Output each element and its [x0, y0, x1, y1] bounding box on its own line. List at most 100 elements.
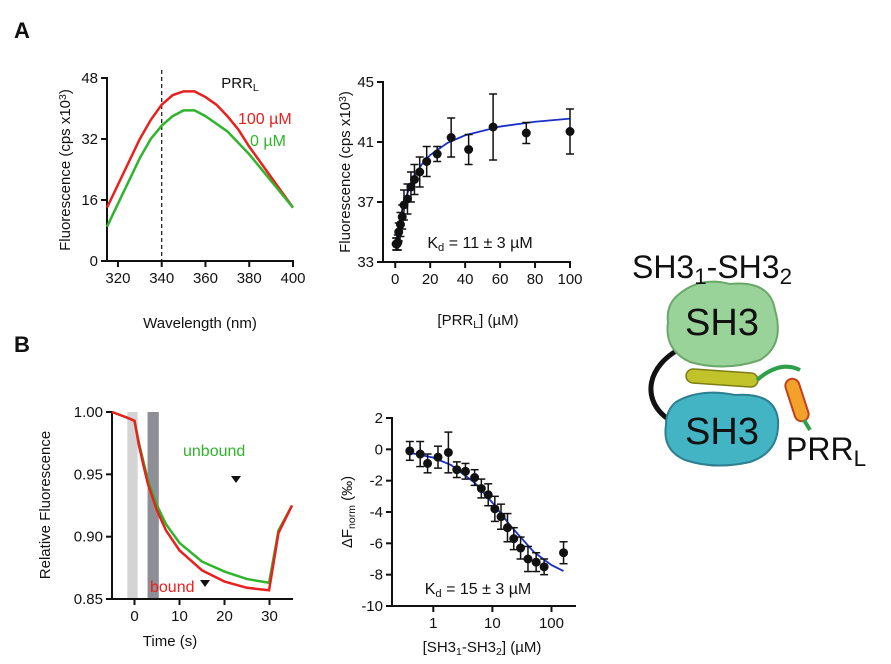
series-label: bound	[150, 579, 195, 596]
y-axis-label: Fluorescence (cps x103)	[337, 91, 354, 253]
arrowhead	[231, 476, 241, 483]
data-point	[446, 133, 456, 142]
x-tick-label: 80	[527, 271, 544, 288]
data-point	[539, 562, 549, 572]
text-part: norm	[346, 505, 358, 529]
x-tick-label: 20	[422, 271, 439, 288]
data-point	[415, 167, 425, 177]
annotation: Kd = 11 ± 3 µM	[427, 235, 532, 254]
text-part: d	[438, 242, 444, 254]
data-point	[531, 557, 541, 567]
stimulus-band	[147, 412, 159, 599]
data-point	[422, 157, 432, 166]
y-tick-label: 0.95	[74, 466, 103, 483]
text-part: Fluorescence (cps x10	[337, 102, 354, 253]
x-axis-label: [SH31-SH32] (µM)	[423, 639, 542, 658]
y-tick-label: 41	[357, 134, 374, 151]
text-part: L	[854, 446, 866, 471]
text-part: )	[337, 91, 354, 96]
text-part: 2	[496, 646, 502, 658]
stimulus-band	[127, 412, 138, 599]
data-point	[443, 447, 453, 457]
series-line	[105, 109, 294, 228]
data-point	[490, 504, 500, 514]
x-tick-label: 60	[492, 271, 509, 288]
x-tick-label: 0	[391, 271, 399, 288]
x-tick-label: 40	[457, 271, 474, 288]
x-tick-label: 320	[105, 270, 130, 287]
data-point	[432, 149, 442, 159]
y-tick-label: -4	[370, 504, 383, 521]
y-tick-label: 0.90	[74, 529, 103, 546]
text-part: (‰)	[339, 476, 356, 505]
ligand-label: PRRL	[786, 431, 866, 471]
data-point	[393, 238, 403, 247]
x-tick-label: 1	[429, 615, 437, 632]
text-part: d	[435, 588, 441, 600]
x-tick-label: 360	[193, 270, 218, 287]
y-tick-label: 33	[357, 254, 374, 271]
fit-line	[394, 117, 571, 248]
data-point	[470, 473, 480, 483]
text-part: )	[57, 89, 74, 94]
y-tick-label: 45	[357, 74, 374, 91]
data-point	[409, 175, 419, 184]
x-tick-label: 20	[216, 608, 233, 625]
y-tick-label: -6	[370, 535, 383, 552]
y-tick-label: -2	[370, 473, 383, 490]
y-tick-label: 48	[81, 70, 98, 87]
x-tick-label: 100	[539, 615, 564, 632]
text-part: K	[427, 235, 438, 252]
x-tick-label: 30	[261, 608, 278, 625]
y-tick-label: 32	[81, 131, 98, 148]
text-part: 3	[337, 96, 349, 102]
text-part: ] (µM)	[479, 312, 518, 329]
text-part: PRR	[221, 75, 253, 92]
data-point	[488, 122, 498, 132]
data-point	[433, 452, 443, 462]
panel-letter: A	[14, 18, 30, 43]
diagram-title: SH31-SH32	[632, 249, 792, 289]
annotation: Kd = 15 ± 3 µM	[425, 581, 532, 600]
text-part: 1	[456, 646, 462, 658]
sh3-domain	[666, 280, 779, 368]
text-part: 3	[57, 94, 69, 100]
data-point	[452, 465, 462, 475]
y-tick-label: 0	[90, 253, 98, 270]
domain-label: SH3	[685, 302, 759, 344]
x-axis-label: Time (s)	[143, 633, 197, 650]
data-point	[496, 512, 506, 522]
data-point	[502, 523, 512, 533]
x-tick-label: 400	[280, 270, 305, 287]
text-part: ] (µM)	[502, 639, 541, 656]
data-point	[521, 128, 531, 138]
sh3-domain	[664, 391, 780, 467]
data-point	[523, 554, 533, 564]
y-tick-label: 16	[81, 192, 98, 209]
ligand-tail	[802, 418, 812, 432]
text-part: [PRR	[437, 312, 473, 329]
text-part: L	[473, 319, 479, 331]
text-part: K	[425, 581, 436, 598]
data-point	[415, 449, 425, 459]
data-point	[406, 182, 416, 192]
fit-line	[409, 451, 564, 572]
data-point	[509, 534, 519, 544]
y-tick-label: 1.00	[74, 404, 103, 421]
text-part: [SH3	[423, 639, 456, 656]
text-part: L	[253, 82, 259, 94]
x-axis-label: [PRRL] (µM)	[437, 312, 518, 331]
data-point	[476, 484, 486, 493]
x-tick-label: 0	[130, 608, 138, 625]
prr-helix	[784, 377, 810, 423]
text-part: -SH3	[707, 249, 780, 285]
x-tick-label: 340	[149, 270, 174, 287]
text-part: = 11 ± 3 µM	[444, 235, 532, 252]
x-tick-label: 10	[171, 608, 188, 625]
y-tick-label: 37	[357, 194, 374, 211]
y-axis-label: ΔFnorm (‰)	[339, 476, 358, 548]
y-axis-label: Fluorescence (cps x103)	[57, 89, 74, 251]
series-line	[111, 410, 294, 592]
text-part: = 15 ± 3 µM	[442, 581, 532, 598]
